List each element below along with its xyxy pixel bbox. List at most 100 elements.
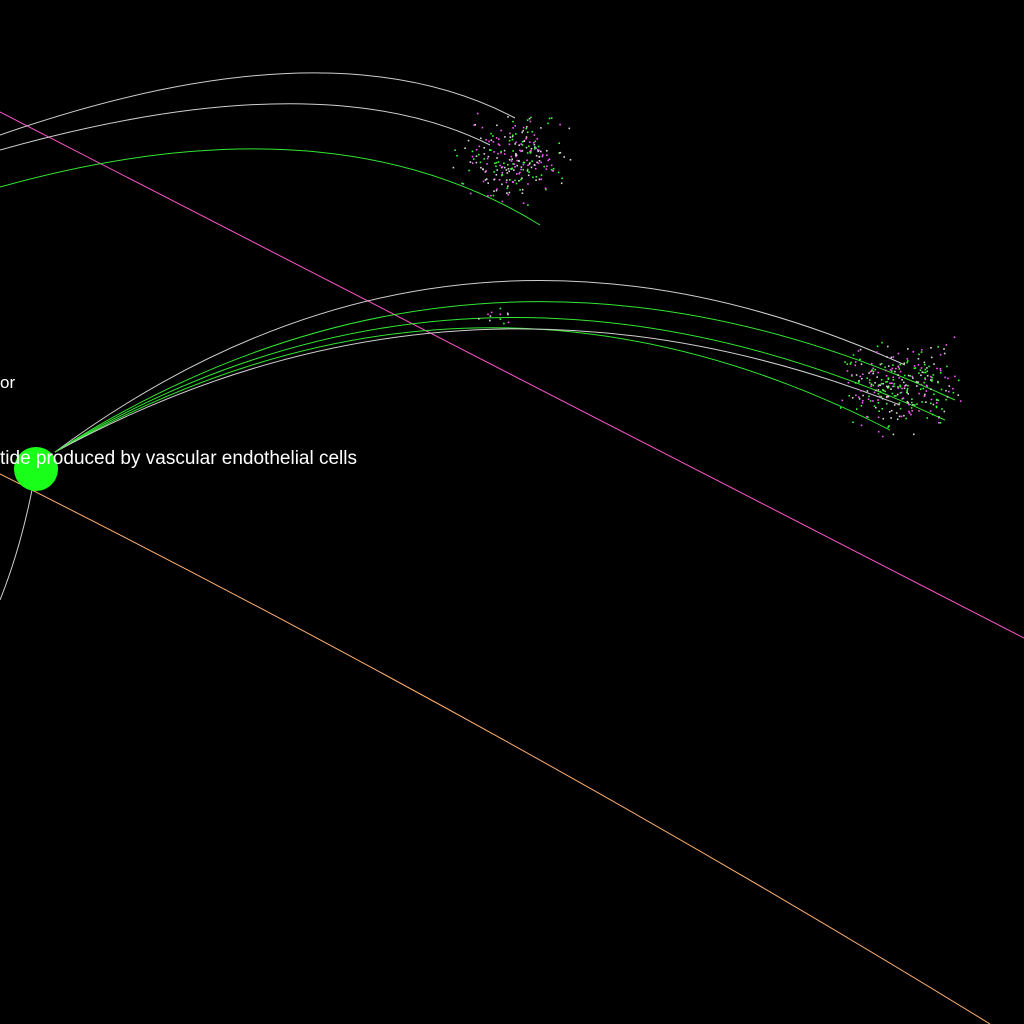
scatter-dot bbox=[891, 382, 893, 385]
scatter-dot bbox=[521, 150, 524, 152]
scatter-dot bbox=[522, 126, 525, 129]
scatter-dot bbox=[519, 149, 521, 152]
scatter-dot bbox=[879, 384, 882, 386]
scatter-dot bbox=[840, 407, 842, 409]
scatter-dot bbox=[877, 393, 880, 395]
scatter-dot bbox=[860, 363, 863, 365]
edge-grey-down bbox=[0, 489, 33, 601]
scatter-dot bbox=[526, 152, 529, 154]
scatter-dot bbox=[462, 183, 465, 185]
scatter-dot bbox=[492, 141, 495, 143]
scatter-dot bbox=[514, 143, 516, 145]
scatter-dot bbox=[850, 361, 852, 364]
scatter-dot bbox=[887, 385, 890, 387]
scatter-dot bbox=[550, 169, 553, 171]
scatter-dot bbox=[891, 392, 894, 395]
scatter-dot bbox=[948, 385, 951, 387]
scatter-dot bbox=[925, 390, 928, 392]
scatter-dot bbox=[503, 149, 506, 152]
scatter-dot bbox=[489, 315, 492, 317]
scatter-dot bbox=[939, 367, 942, 370]
scatter-dot bbox=[957, 379, 960, 382]
scatter-dot bbox=[872, 384, 875, 387]
scatter-dot bbox=[924, 368, 927, 371]
scatter-dot bbox=[515, 152, 517, 155]
scatter-dot bbox=[530, 148, 533, 150]
scatter-dot bbox=[959, 400, 962, 402]
scatter-dot bbox=[512, 163, 514, 165]
scatter-dot bbox=[525, 137, 527, 140]
scatter-dot bbox=[918, 372, 920, 374]
scatter-dot bbox=[872, 400, 874, 402]
scatter-dot bbox=[497, 143, 500, 145]
scatter-dot bbox=[918, 410, 920, 412]
scatter-dot bbox=[892, 433, 895, 436]
scatter-dot bbox=[521, 177, 523, 179]
scatter-dot bbox=[903, 374, 906, 377]
scatter-dot bbox=[880, 379, 883, 381]
scatter-dot bbox=[862, 399, 864, 402]
scatter-dot bbox=[880, 363, 883, 365]
scatter-dot bbox=[905, 384, 907, 386]
scatter-dot bbox=[511, 138, 514, 141]
scatter-dot bbox=[464, 147, 466, 149]
scatter-dot bbox=[546, 154, 548, 156]
node-circle[interactable] bbox=[14, 447, 58, 491]
scatter-dot bbox=[498, 138, 500, 140]
scatter-dot bbox=[859, 348, 862, 351]
scatter-dot bbox=[496, 157, 498, 159]
scatter-dot bbox=[897, 374, 899, 376]
scatter-dot bbox=[893, 385, 895, 388]
scatter-dot bbox=[480, 137, 482, 140]
scatter-dot bbox=[496, 124, 498, 127]
scatter-dot bbox=[871, 370, 873, 372]
scatter-dot bbox=[526, 126, 528, 128]
scatter-dot bbox=[892, 356, 895, 358]
scatter-dot bbox=[548, 117, 551, 120]
scatter-dot bbox=[903, 414, 905, 417]
scatter-dot bbox=[492, 194, 495, 197]
scatter-dot bbox=[532, 176, 534, 179]
scatter-dot bbox=[907, 384, 909, 387]
scatter-dot bbox=[519, 171, 521, 174]
scatter-dot bbox=[871, 369, 873, 371]
scatter-dot bbox=[930, 379, 932, 381]
scatter-dot bbox=[852, 354, 855, 356]
scatter-dot bbox=[932, 413, 934, 416]
scatter-dot bbox=[557, 171, 560, 174]
scatter-dot bbox=[920, 367, 923, 369]
scatter-dot bbox=[538, 149, 540, 152]
scatter-dot bbox=[917, 381, 919, 383]
scatter-dot bbox=[889, 369, 892, 371]
scatter-dot bbox=[877, 399, 879, 401]
scatter-dot bbox=[515, 155, 517, 158]
scatter-dot bbox=[924, 377, 926, 379]
scatter-dot bbox=[533, 164, 536, 166]
scatter-dot bbox=[851, 397, 854, 399]
scatter-dot bbox=[505, 179, 508, 181]
scatter-dot bbox=[892, 379, 895, 381]
scatter-dot bbox=[486, 163, 488, 165]
scatter-dot bbox=[514, 179, 516, 182]
scatter-dot bbox=[938, 416, 940, 418]
scatter-dot bbox=[515, 154, 517, 157]
scatter-dot bbox=[516, 159, 518, 162]
scatter-dot bbox=[885, 396, 888, 398]
scatter-dot bbox=[897, 386, 899, 388]
scatter-dot bbox=[851, 375, 853, 377]
scatter-dot bbox=[528, 163, 531, 165]
scatter-dot bbox=[893, 404, 896, 406]
scatter-dot bbox=[496, 188, 498, 190]
scatter-dot bbox=[487, 182, 489, 184]
scatter-dot bbox=[851, 374, 853, 376]
scatter-dot bbox=[933, 393, 935, 395]
scatter-dot bbox=[490, 132, 492, 135]
scatter-dot bbox=[890, 409, 893, 412]
edge-upper-arc-1 bbox=[0, 72, 516, 136]
scatter-dot bbox=[890, 417, 892, 419]
scatter-dot bbox=[889, 382, 891, 385]
scatter-dot bbox=[493, 178, 495, 181]
scatter-dot bbox=[868, 381, 871, 384]
